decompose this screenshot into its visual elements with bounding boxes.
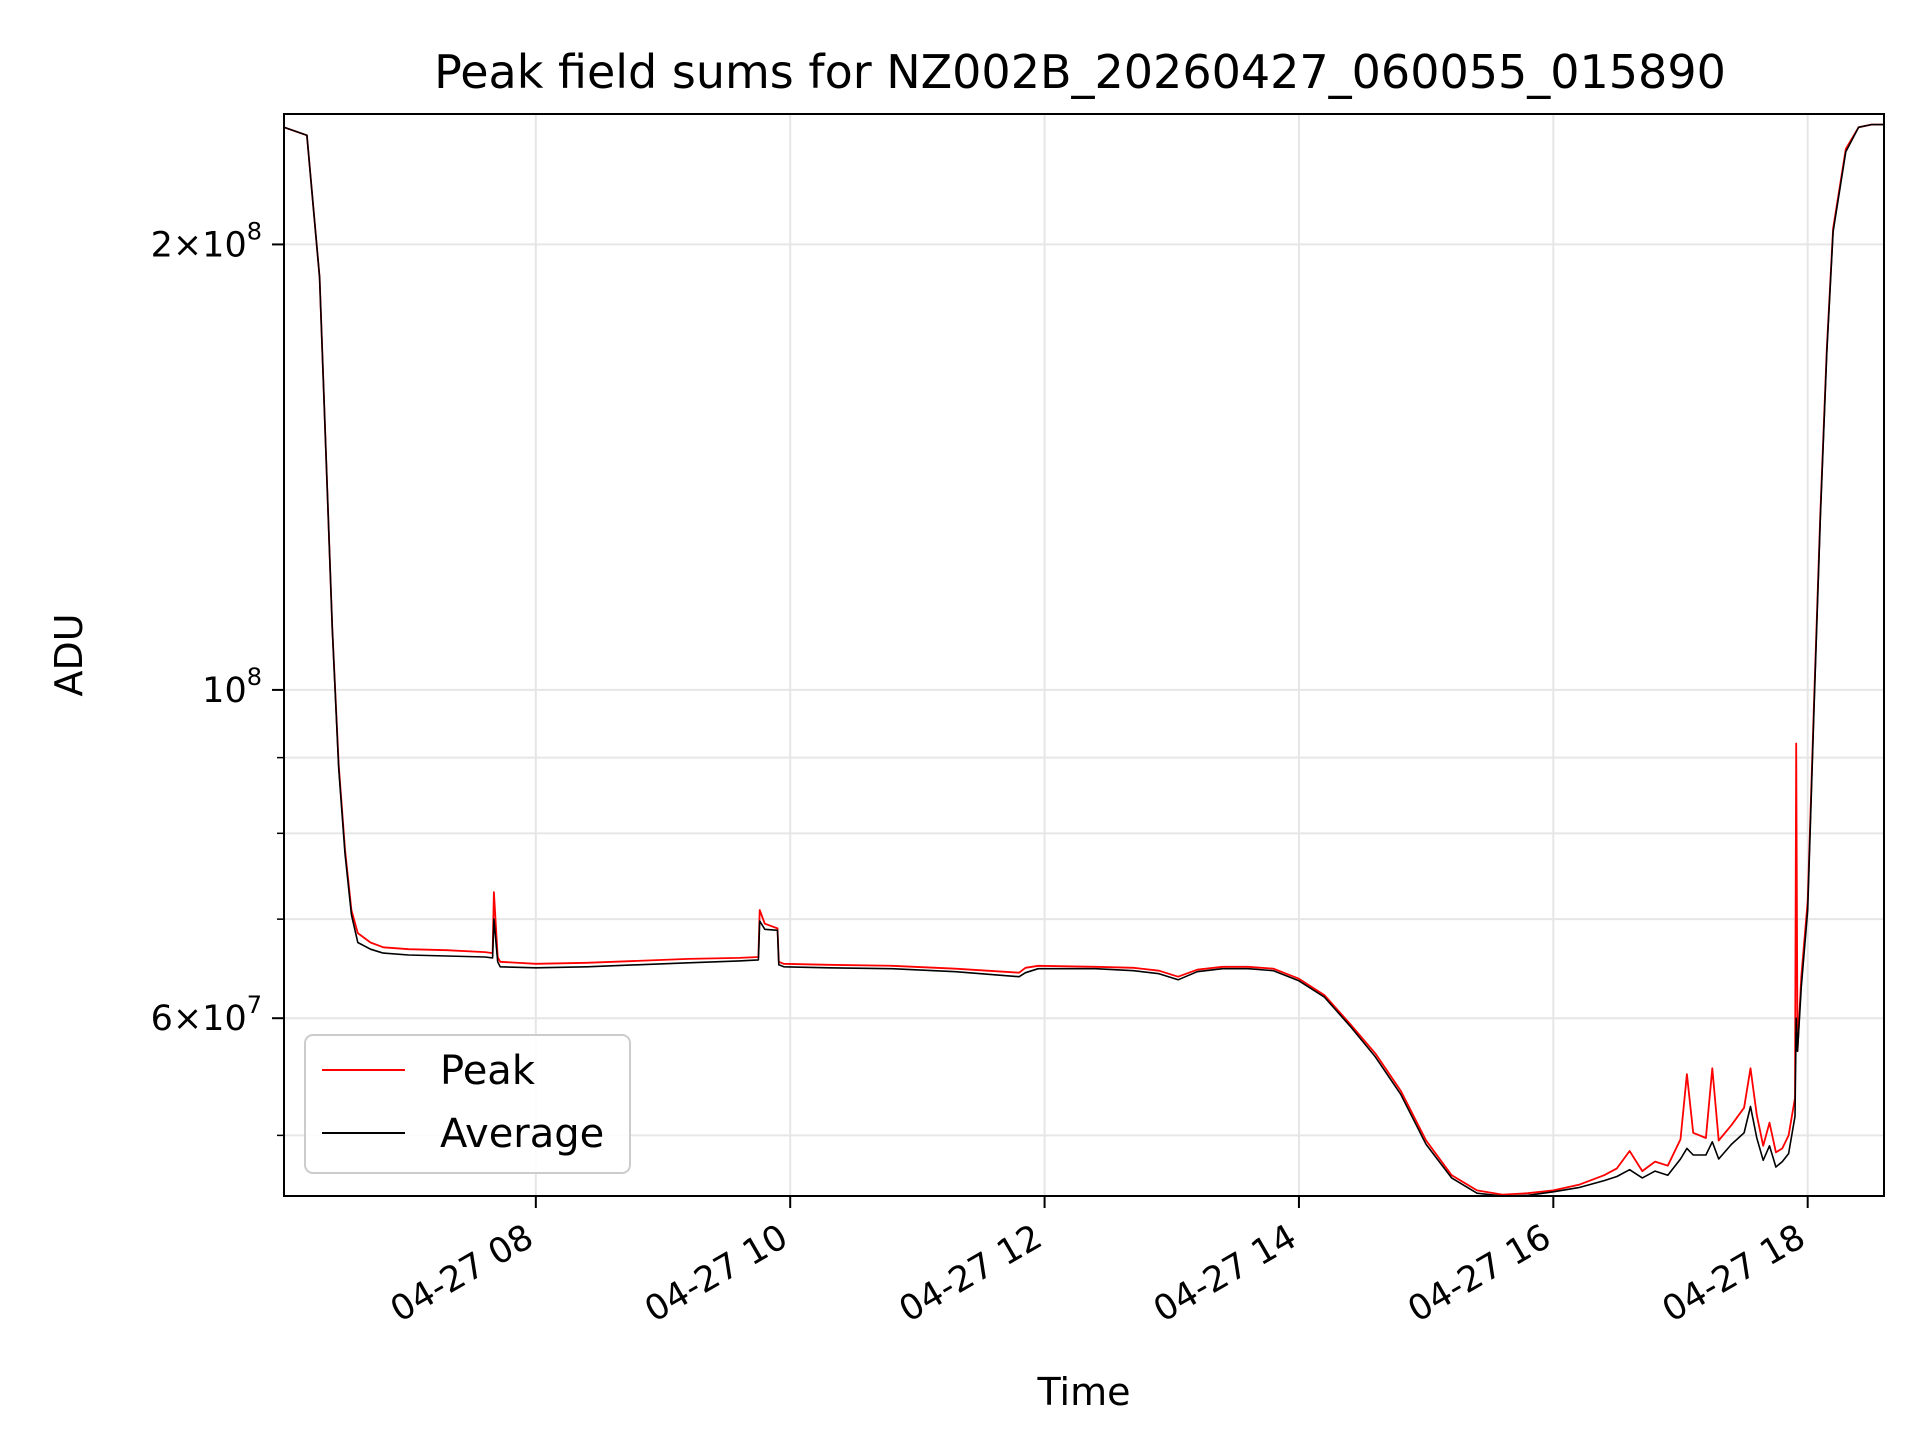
y-axis-label: ADU: [47, 613, 91, 696]
y-tick-base: 10: [202, 671, 247, 711]
legend-label-peak: Peak: [440, 1048, 536, 1094]
y-tick-label: 6×107: [151, 991, 262, 1039]
plot-frame: [283, 113, 1885, 1197]
y-tick-label: 2×108: [151, 217, 262, 265]
plot-area: [284, 114, 1884, 1196]
x-axis-label: Time: [1037, 1370, 1131, 1414]
y-tick-label: 108: [202, 663, 262, 711]
peak-series-line: [283, 123, 1885, 1196]
series-lines: [283, 123, 1885, 1197]
legend-label-average: Average: [440, 1111, 604, 1157]
y-tick-mantissa: 6×10: [151, 999, 247, 1039]
legend: Peak Average: [304, 1034, 631, 1174]
chart-title: Peak field sums for NZ002B_20260427_0600…: [434, 45, 1726, 99]
y-tick-mantissa: 2×10: [151, 225, 247, 265]
average-series-line: [283, 123, 1885, 1197]
y-tick-exponent: 7: [247, 991, 262, 1019]
y-tick-exponent: 8: [247, 663, 262, 691]
y-tick-exponent: 8: [247, 217, 262, 245]
grid-lines: [284, 114, 1884, 1196]
